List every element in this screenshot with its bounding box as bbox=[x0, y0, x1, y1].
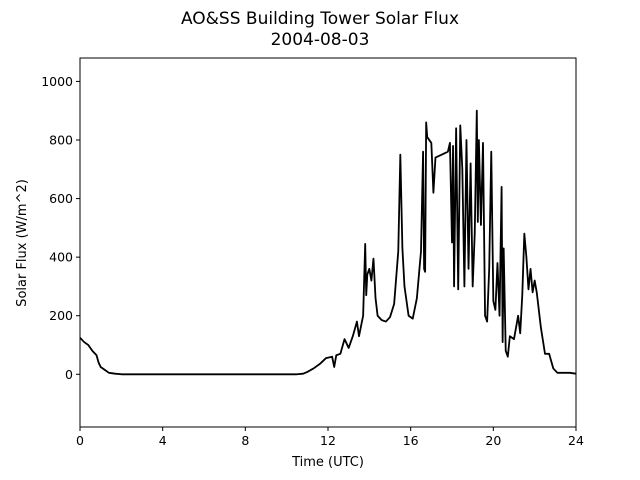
y-tick-label: 400 bbox=[49, 250, 73, 265]
x-axis-label: Time (UTC) bbox=[291, 455, 364, 470]
y-tick-label: 0 bbox=[65, 367, 73, 382]
x-tick-label: 0 bbox=[76, 433, 84, 448]
x-tick-label: 20 bbox=[485, 433, 501, 448]
y-tick-label: 600 bbox=[49, 191, 73, 206]
y-axis-label: Solar Flux (W/m^2) bbox=[15, 179, 30, 307]
x-tick-label: 8 bbox=[241, 433, 249, 448]
flux-line bbox=[79, 109, 577, 376]
y-tick-label: 1000 bbox=[41, 74, 73, 89]
y-tick-label: 200 bbox=[49, 308, 73, 323]
x-tick-label: 4 bbox=[159, 433, 167, 448]
x-tick-label: 24 bbox=[568, 433, 584, 448]
x-tick-label: 16 bbox=[403, 433, 419, 448]
y-tick-label: 800 bbox=[49, 133, 73, 148]
chart-subtitle: 2004-08-03 bbox=[271, 30, 370, 50]
plot-frame bbox=[79, 57, 577, 428]
x-tick-label: 12 bbox=[320, 433, 336, 448]
chart-title: AO&SS Building Tower Solar Flux bbox=[181, 9, 459, 29]
